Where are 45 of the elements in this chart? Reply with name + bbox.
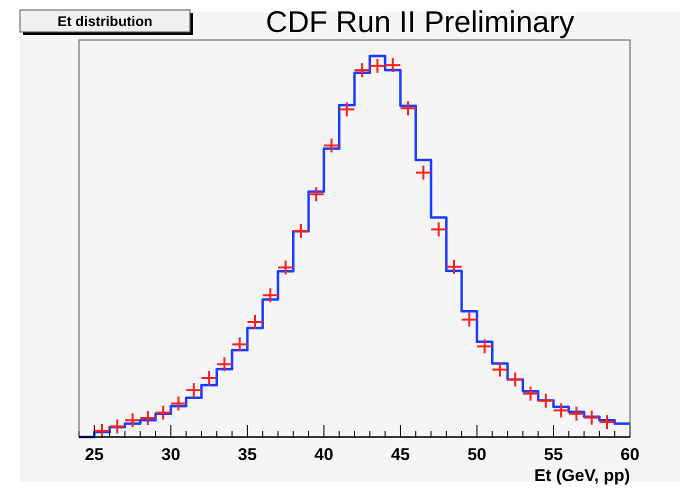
point — [200, 370, 218, 386]
point — [491, 362, 508, 378]
point — [568, 406, 585, 422]
point — [124, 412, 142, 428]
point — [537, 392, 554, 409]
point — [506, 371, 524, 388]
x-tick-label: 55 — [544, 445, 563, 464]
point — [93, 422, 110, 439]
point — [308, 186, 325, 202]
chart-title: Et distribution — [58, 13, 152, 29]
point — [522, 386, 540, 402]
x-tick-label: 40 — [314, 445, 334, 464]
point — [430, 221, 448, 238]
point — [384, 57, 402, 74]
point — [552, 402, 570, 418]
x-tick-label: 35 — [238, 445, 257, 464]
point — [185, 382, 202, 398]
point — [170, 395, 187, 412]
x-tick-label: 30 — [161, 445, 180, 464]
point — [262, 287, 279, 304]
x-tick-label: 50 — [467, 445, 486, 464]
x-tick-label: 45 — [390, 445, 410, 464]
point — [139, 410, 156, 426]
point — [445, 258, 462, 275]
x-tick-label: 25 — [84, 445, 104, 464]
point — [414, 164, 432, 181]
point — [108, 418, 126, 434]
point — [598, 414, 616, 430]
point — [338, 101, 356, 118]
point — [277, 259, 294, 276]
point — [583, 410, 600, 426]
point — [216, 356, 233, 372]
point — [154, 404, 172, 421]
x-axis-title: Et (GeV, pp) — [534, 466, 630, 485]
point — [354, 62, 371, 78]
point — [246, 314, 264, 330]
point — [323, 138, 340, 154]
x-tick-label: 60 — [620, 445, 640, 464]
point — [368, 58, 386, 74]
text: CDF Run II Preliminary — [266, 6, 574, 39]
point — [292, 222, 310, 239]
point — [460, 312, 478, 328]
point — [231, 336, 248, 352]
point — [400, 100, 417, 116]
point — [476, 338, 494, 354]
